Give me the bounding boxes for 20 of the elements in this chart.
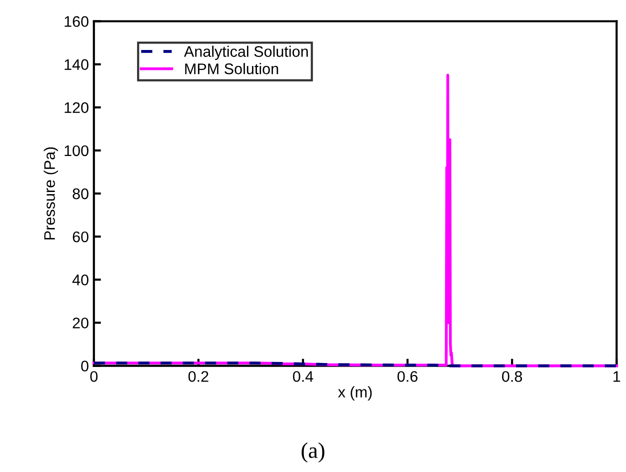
x-tick-label: 0.8: [502, 371, 522, 382]
text: (a): [302, 442, 324, 463]
y-tick-label: 120: [64, 102, 88, 114]
x-tick-label: 0: [90, 371, 98, 382]
legend-label: Analytical Solution: [184, 46, 308, 60]
y-tick-label: 160: [64, 16, 88, 27]
y-axis-title: Pressure (Pa): [44, 147, 58, 240]
x-axis-title: x (m): [338, 386, 372, 401]
y-tick-label: 80: [72, 188, 88, 200]
legend-label: MPM Solution: [185, 63, 278, 74]
y-tick-label: 140: [64, 59, 88, 70]
x-tick-label: 1: [614, 371, 620, 382]
y-tick-label: 0: [81, 360, 88, 372]
y-tick-label: 100: [64, 145, 88, 156]
x-tick-label: 0.4: [292, 371, 314, 382]
y-tick-label: 20: [72, 318, 88, 328]
y-tick-label: 60: [72, 231, 88, 242]
y-tick-label: 40: [72, 274, 88, 286]
x-tick-label: 0.2: [188, 371, 208, 382]
x-tick-label: 0.6: [398, 371, 418, 382]
